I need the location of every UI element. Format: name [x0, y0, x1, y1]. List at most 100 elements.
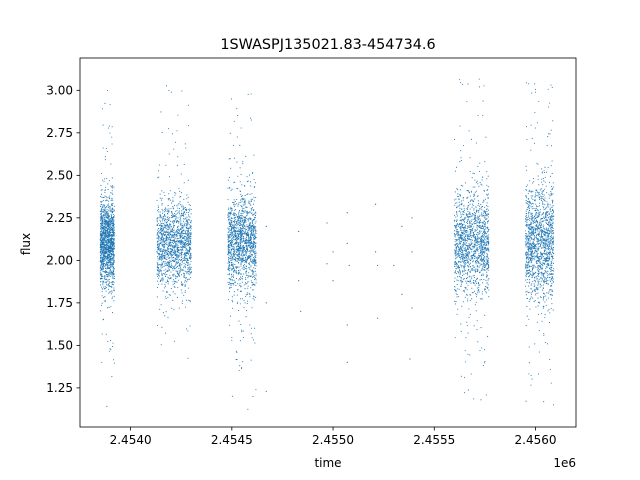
data-point	[466, 289, 468, 291]
data-point	[106, 206, 108, 208]
data-point	[467, 353, 469, 355]
data-point	[253, 178, 255, 180]
data-point	[175, 210, 177, 212]
data-point	[185, 223, 187, 225]
data-point	[249, 236, 252, 238]
data-point	[250, 181, 252, 183]
data-point	[158, 227, 160, 230]
data-point	[457, 267, 459, 269]
data-point	[244, 228, 246, 230]
data-point	[186, 249, 188, 251]
data-point	[239, 144, 241, 146]
data-point	[104, 263, 107, 265]
data-point	[111, 208, 113, 211]
data-point	[108, 256, 110, 258]
data-point	[99, 216, 101, 218]
data-point	[161, 230, 163, 232]
data-point	[178, 213, 181, 215]
data-point	[171, 215, 173, 217]
data-point	[166, 217, 168, 219]
data-point	[156, 241, 158, 243]
data-point	[182, 257, 184, 259]
data-point	[181, 260, 183, 262]
data-point	[164, 287, 166, 289]
data-point	[104, 207, 106, 209]
data-point	[113, 255, 115, 257]
data-point	[186, 255, 188, 257]
data-point	[471, 177, 473, 179]
data-point	[237, 283, 239, 285]
data-point	[100, 193, 103, 195]
data-point	[173, 252, 175, 254]
data-point	[254, 248, 256, 250]
data-point	[485, 237, 488, 239]
data-point	[250, 264, 252, 266]
data-point	[173, 241, 175, 243]
data-point	[184, 258, 186, 260]
data-point	[230, 212, 232, 214]
data-point	[483, 264, 485, 266]
data-point	[176, 210, 178, 212]
data-point	[251, 222, 253, 224]
data-point	[157, 246, 159, 248]
data-point	[175, 256, 177, 258]
data-point	[112, 229, 114, 231]
data-point	[108, 236, 110, 239]
data-point	[233, 271, 235, 273]
data-point	[161, 190, 163, 192]
data-point	[168, 253, 170, 255]
data-point	[464, 254, 466, 256]
data-point	[112, 234, 114, 236]
data-point	[159, 219, 161, 221]
data-point	[233, 235, 235, 237]
data-point	[102, 237, 104, 239]
data-point	[466, 293, 468, 296]
data-point	[255, 232, 257, 234]
data-point	[162, 249, 164, 251]
data-point	[180, 256, 182, 259]
data-point	[454, 170, 457, 172]
data-point	[242, 266, 244, 268]
data-point	[232, 275, 234, 277]
data-point	[185, 249, 187, 251]
data-point	[185, 241, 187, 243]
data-point	[165, 297, 167, 300]
data-point	[242, 336, 244, 339]
data-point	[236, 226, 238, 228]
data-point	[182, 220, 185, 222]
data-point	[248, 225, 251, 227]
data-point	[158, 263, 160, 265]
data-point	[105, 239, 107, 241]
data-point	[178, 307, 180, 309]
data-point	[241, 215, 243, 217]
data-point	[238, 270, 240, 272]
data-point	[228, 270, 231, 272]
data-point	[232, 265, 234, 267]
data-point	[184, 290, 186, 292]
data-point	[255, 250, 257, 252]
data-point	[181, 248, 184, 250]
data-point	[232, 263, 234, 265]
data-point	[239, 279, 241, 281]
data-point	[254, 276, 256, 279]
data-point	[107, 239, 109, 241]
data-point	[228, 230, 230, 232]
data-point	[238, 217, 240, 219]
data-point	[169, 224, 171, 226]
data-point	[108, 221, 110, 223]
data-point	[184, 231, 186, 233]
data-point	[164, 251, 166, 254]
data-point	[235, 350, 237, 352]
data-point	[113, 235, 115, 237]
data-point	[251, 269, 253, 271]
data-point	[110, 213, 112, 215]
data-point	[157, 205, 159, 207]
data-point	[103, 286, 105, 288]
data-point	[243, 264, 246, 266]
data-point	[471, 230, 473, 232]
data-point	[255, 265, 257, 267]
data-point	[113, 359, 115, 361]
data-point	[242, 222, 244, 224]
data-point	[181, 264, 183, 266]
data-point	[229, 233, 231, 235]
